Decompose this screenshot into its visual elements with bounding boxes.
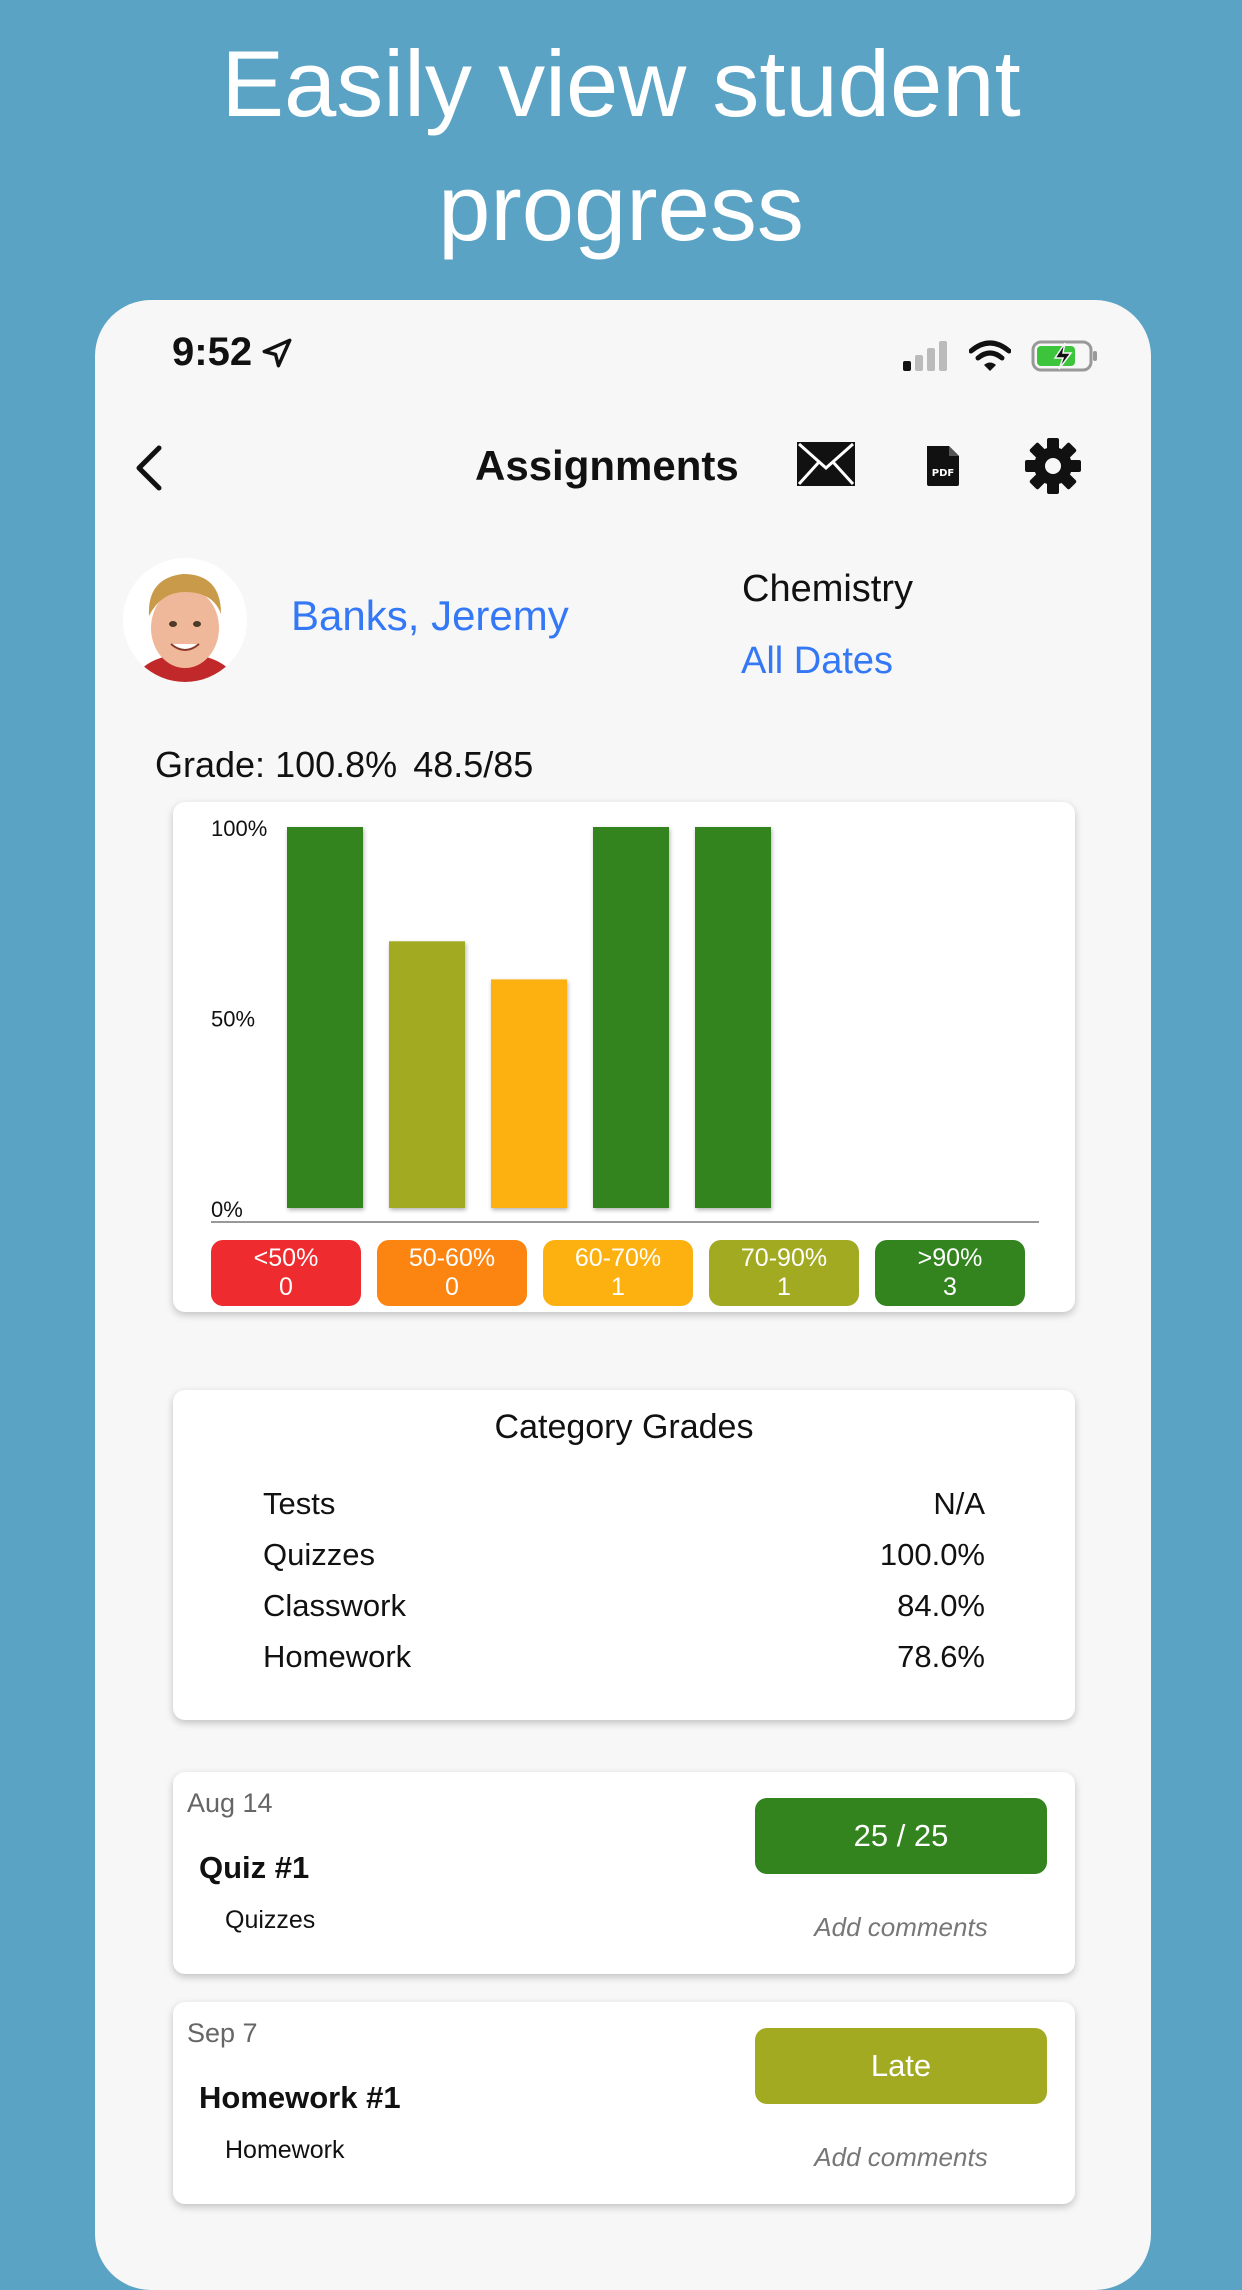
promo-line-1: Easily view student — [221, 31, 1021, 136]
student-photo — [123, 558, 247, 682]
y-tick-label: 50% — [211, 1007, 255, 1032]
category-name: Classwork — [263, 1588, 406, 1623]
chart-bar[interactable] — [389, 941, 465, 1208]
phone-screen: 9:52 Assignments — [95, 300, 1151, 2290]
category-value: N/A — [933, 1486, 985, 1521]
status-time-text: 9:52 — [172, 330, 253, 374]
grade-summary: Grade: 100.8% 48.5/85 — [155, 744, 533, 786]
add-comments-field[interactable]: Add comments — [814, 2142, 988, 2172]
category-value: 78.6% — [897, 1639, 985, 1674]
assignment-card[interactable]: Sep 7 Homework #1 Homework Late Add comm… — [173, 2002, 1075, 2204]
status-time: 9:52 — [172, 330, 294, 375]
late-status-button[interactable]: Late — [755, 2028, 1047, 2104]
location-arrow-icon — [262, 338, 292, 367]
course-name: Chemistry — [742, 568, 914, 610]
assignment-card[interactable]: Aug 14 Quiz #1 Quizzes 25 / 25 Add comme… — [173, 1772, 1075, 1974]
add-comments-field[interactable]: Add comments — [814, 1912, 988, 1942]
category-row: Homework 78.6% — [263, 1639, 985, 1675]
category-row: Classwork 84.0% — [263, 1588, 985, 1624]
category-row: Quizzes 100.0% — [263, 1537, 985, 1573]
bucket-range: >90% — [917, 1244, 983, 1272]
category-value: 84.0% — [897, 1588, 985, 1623]
page-title: Assignments — [475, 442, 739, 489]
assignment-name: Quiz #1 — [199, 1850, 310, 1885]
y-tick-label: 0% — [211, 1197, 243, 1222]
bucket-count: 1 — [611, 1273, 625, 1301]
category-row: Tests N/A — [263, 1486, 985, 1522]
grade-distribution-chart: 100% 50% 0% <50% 0 50-60% 0 60-70% 1 70-90% 1 >90%… — [173, 802, 1075, 1312]
wifi-icon — [969, 340, 1011, 371]
chart-bar[interactable] — [287, 827, 363, 1208]
promo-headline: Easily view student progress — [0, 22, 1242, 270]
chevron-left-icon[interactable] — [123, 440, 179, 496]
envelope-icon[interactable] — [795, 438, 857, 490]
bar-chart: 100% 50% 0% — [211, 816, 1039, 1223]
grade-percent: 100.8% — [275, 744, 398, 785]
assignment-date: Sep 7 — [187, 2018, 258, 2048]
grade-points: 48.5/85 — [413, 744, 534, 785]
category-grades-card: Category Grades Tests N/A Quizzes 100.0%… — [173, 1390, 1075, 1720]
bucket-range: 70-90% — [740, 1244, 828, 1272]
date-filter-link[interactable]: All Dates — [741, 640, 894, 682]
bucket-range: 50-60% — [408, 1244, 496, 1272]
category-value: 100.0% — [879, 1537, 985, 1572]
category-name: Tests — [263, 1486, 336, 1521]
category-name: Homework — [263, 1639, 412, 1674]
bucket-count: 3 — [943, 1273, 957, 1301]
student-name-link[interactable]: Banks, Jeremy — [291, 592, 569, 639]
chart-bar[interactable] — [593, 827, 669, 1208]
grade-bucket[interactable]: 50-60% 0 — [377, 1240, 527, 1306]
score-button[interactable]: 25 / 25 — [755, 1798, 1047, 1874]
grade-bucket[interactable]: 70-90% 1 — [709, 1240, 859, 1306]
grade-label: Grade: — [155, 744, 266, 785]
svg-text:PDF: PDF — [932, 468, 954, 479]
promo-line-2: progress — [438, 155, 804, 260]
grade-buckets: <50% 0 50-60% 0 60-70% 1 70-90% 1 >90% 3 — [211, 1240, 1025, 1306]
category-name: Quizzes — [263, 1537, 375, 1572]
bucket-range: 60-70% — [574, 1244, 662, 1272]
assignment-category: Homework — [225, 2136, 345, 2164]
chart-bar[interactable] — [695, 827, 771, 1208]
y-tick-label: 100% — [211, 816, 267, 841]
pdf-icon[interactable]: PDF — [923, 444, 963, 488]
avatar[interactable] — [123, 558, 247, 682]
bucket-count: 0 — [279, 1273, 293, 1301]
status-icons — [903, 340, 1099, 372]
assignment-name: Homework #1 — [199, 2080, 401, 2115]
category-grades-title: Category Grades — [494, 1408, 754, 1446]
assignment-date: Aug 14 — [187, 1788, 273, 1818]
bucket-count: 1 — [777, 1273, 791, 1301]
bucket-count: 0 — [445, 1273, 459, 1301]
chart-bar[interactable] — [491, 979, 567, 1208]
grade-bucket[interactable]: <50% 0 — [211, 1240, 361, 1306]
battery-charging-icon — [1031, 340, 1097, 372]
gear-icon[interactable] — [1023, 436, 1083, 496]
grade-bucket[interactable]: >90% 3 — [875, 1240, 1025, 1306]
assignment-category: Quizzes — [225, 1906, 316, 1934]
bucket-range: <50% — [253, 1244, 319, 1272]
signal-icon — [903, 341, 947, 371]
grade-bucket[interactable]: 60-70% 1 — [543, 1240, 693, 1306]
